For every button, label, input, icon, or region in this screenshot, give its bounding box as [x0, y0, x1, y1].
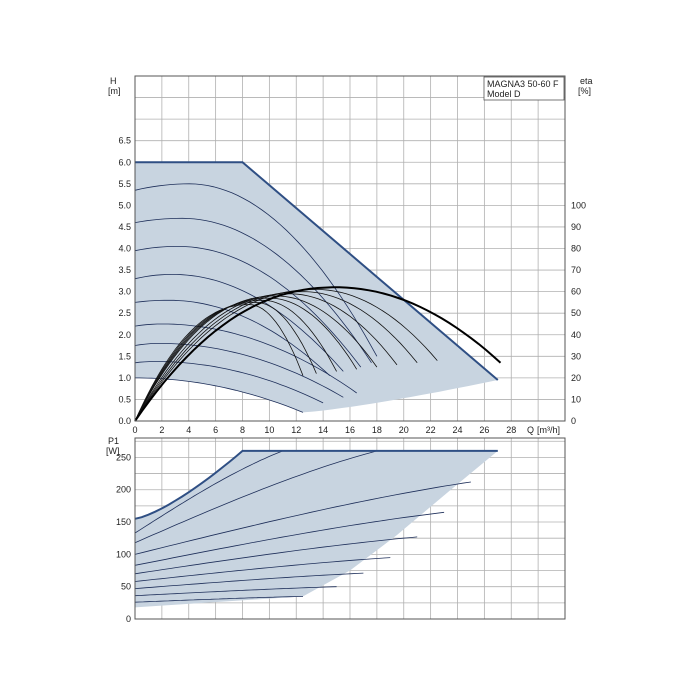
x-axis-unit-q: [m³/h] [537, 425, 560, 435]
power-y-ticks: 0 50 100 150 200 250 [116, 452, 131, 624]
efficiency-curve [134, 286, 502, 422]
head-panel: MAGNA3 50-60 F Model D H [m] eta [%] Q [… [108, 75, 593, 435]
x-tick-label: 2 [159, 425, 164, 435]
y-tick-label: 4.0 [118, 244, 131, 254]
head-y-ticks: 0.0 0.5 1.0 1.5 2.0 2.5 3.0 3.5 4.0 4.5 5.0 5.5 6.0 6… [118, 136, 131, 426]
x-tick-label: 26 [479, 425, 489, 435]
power-curve [134, 572, 364, 589]
legend-box [483, 76, 565, 101]
x-tick-label: 0 [132, 425, 137, 435]
efficiency-partial-curve [134, 293, 398, 422]
legend-variant: Model D [487, 89, 521, 99]
efficiency-partial-curve [134, 297, 358, 422]
power-curve [134, 596, 304, 603]
head-panel-frame [134, 75, 566, 422]
x-tick-label: 16 [345, 425, 355, 435]
y2-tick-label: 70 [571, 265, 581, 275]
x-tick-label: 8 [240, 425, 245, 435]
y-axis-unit-h: [m] [108, 86, 121, 96]
head-curve [134, 246, 362, 368]
y-axis-unit-p1: [W] [106, 446, 120, 456]
power-curve [134, 511, 445, 566]
y-tick-label: 1.0 [118, 373, 131, 383]
x-tick-label: 18 [372, 425, 382, 435]
power-curve [134, 450, 378, 544]
p-tick-label: 100 [116, 549, 131, 559]
efficiency-partial-curve [134, 289, 438, 422]
y-tick-label: 6.5 [118, 136, 131, 146]
y2-tick-label: 20 [571, 373, 581, 383]
y-axis-label-p1: P1 [108, 436, 119, 446]
y2-axis-unit-eta: [%] [578, 86, 591, 96]
y2-tick-label: 30 [571, 351, 581, 361]
power-panel-frame [134, 437, 566, 620]
head-curve [134, 217, 372, 364]
p-tick-label: 150 [116, 517, 131, 527]
y2-tick-label: 100 [571, 200, 586, 210]
p-tick-label: 200 [116, 485, 131, 495]
power-curves [134, 450, 471, 603]
head-curves [134, 183, 378, 413]
y2-tick-label: 10 [571, 394, 581, 404]
efficiency-partial-curve [134, 291, 418, 422]
y-tick-label: 3.0 [118, 287, 131, 297]
y2-tick-label: 60 [571, 287, 581, 297]
y-tick-label: 0.0 [118, 416, 131, 426]
power-envelope-area [135, 450, 498, 608]
x-tick-label: 24 [452, 425, 462, 435]
head-curve [134, 323, 357, 394]
efficiency-partial-curves [134, 289, 438, 422]
efficiency-partial-curve [134, 295, 378, 422]
power-curve [134, 450, 283, 534]
y2-tick-label: 90 [571, 222, 581, 232]
head-curve [134, 299, 331, 376]
p-tick-label: 50 [121, 582, 131, 592]
p-tick-label: 250 [116, 452, 131, 462]
x-tick-label: 28 [506, 425, 516, 435]
y-tick-label: 5.5 [118, 179, 131, 189]
x-tick-label: 4 [186, 425, 191, 435]
efficiency-partial-curve [134, 299, 337, 422]
y-axis-label-h: H [110, 76, 117, 86]
y2-axis-label-eta: eta [580, 76, 593, 86]
y-tick-label: 1.5 [118, 351, 131, 361]
y2-tick-label: 0 [571, 416, 576, 426]
x-tick-label: 22 [426, 425, 436, 435]
x-tick-label: 12 [291, 425, 301, 435]
x-tick-label: 6 [213, 425, 218, 435]
head-envelope-edge [135, 161, 499, 381]
p-tick-label: 0 [126, 614, 131, 624]
head-curve [134, 183, 378, 357]
y-tick-label: 2.5 [118, 308, 131, 318]
y-tick-label: 0.5 [118, 394, 131, 404]
y2-tick-label: 80 [571, 244, 581, 254]
y-tick-label: 3.5 [118, 265, 131, 275]
y-tick-label: 6.0 [118, 157, 131, 167]
y-tick-label: 2.0 [118, 330, 131, 340]
power-curve [134, 481, 471, 555]
power-panel: P1 [W] 0 50 100 150 200 250 [106, 436, 566, 624]
efficiency-partial-curve [134, 304, 304, 422]
legend-model: MAGNA3 50-60 F [487, 79, 559, 89]
power-curve [134, 557, 391, 582]
power-envelope-edge [134, 449, 498, 520]
y2-tick-label: 50 [571, 308, 581, 318]
x-tick-label: 20 [399, 425, 409, 435]
head-curve [134, 343, 344, 398]
y2-tick-label: 40 [571, 330, 581, 340]
x-tick-label: 14 [318, 425, 328, 435]
eta-y-ticks: 0 10 20 30 40 50 60 70 80 90 100 [571, 200, 586, 426]
power-curve [134, 536, 418, 575]
y-tick-label: 4.5 [118, 222, 131, 232]
y-tick-label: 5.0 [118, 200, 131, 210]
head-curve [134, 274, 344, 372]
x-axis-label-q: Q [527, 425, 534, 435]
power-curve [134, 586, 337, 597]
flow-x-ticks: 0 2 4 6 8 10 12 14 16 18 20 22 24 26 28 [132, 425, 516, 435]
x-tick-label: 10 [264, 425, 274, 435]
